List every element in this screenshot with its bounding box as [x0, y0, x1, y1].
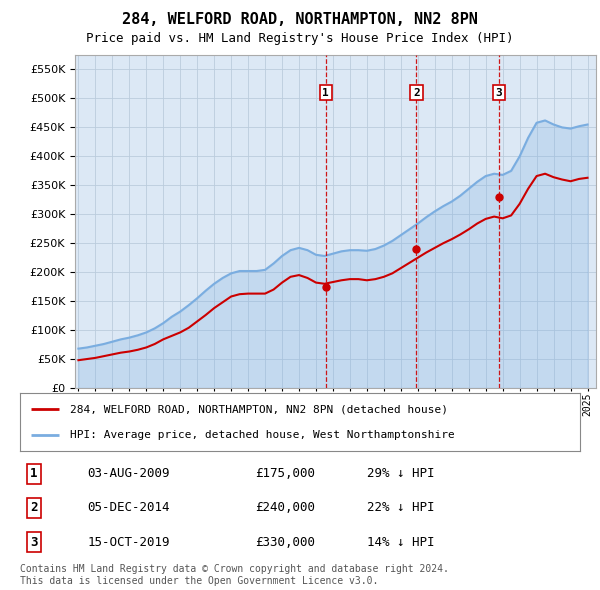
Text: 1: 1	[322, 88, 329, 97]
Text: 284, WELFORD ROAD, NORTHAMPTON, NN2 8PN: 284, WELFORD ROAD, NORTHAMPTON, NN2 8PN	[122, 12, 478, 27]
Text: HPI: Average price, detached house, West Northamptonshire: HPI: Average price, detached house, West…	[70, 430, 455, 440]
Text: £175,000: £175,000	[255, 467, 315, 480]
Text: 3: 3	[496, 88, 502, 97]
Text: 284, WELFORD ROAD, NORTHAMPTON, NN2 8PN (detached house): 284, WELFORD ROAD, NORTHAMPTON, NN2 8PN …	[70, 404, 448, 414]
Text: 22% ↓ HPI: 22% ↓ HPI	[367, 501, 434, 514]
Text: 1: 1	[30, 467, 38, 480]
Text: £240,000: £240,000	[255, 501, 315, 514]
Text: 03-AUG-2009: 03-AUG-2009	[87, 467, 170, 480]
Text: 14% ↓ HPI: 14% ↓ HPI	[367, 536, 434, 549]
Text: 15-OCT-2019: 15-OCT-2019	[87, 536, 170, 549]
Text: Price paid vs. HM Land Registry's House Price Index (HPI): Price paid vs. HM Land Registry's House …	[86, 32, 514, 45]
Text: Contains HM Land Registry data © Crown copyright and database right 2024.
This d: Contains HM Land Registry data © Crown c…	[20, 564, 449, 586]
Text: 2: 2	[30, 501, 38, 514]
Text: £330,000: £330,000	[255, 536, 315, 549]
Text: 29% ↓ HPI: 29% ↓ HPI	[367, 467, 434, 480]
Text: 2: 2	[413, 88, 420, 97]
Text: 3: 3	[30, 536, 38, 549]
Text: 05-DEC-2014: 05-DEC-2014	[87, 501, 170, 514]
